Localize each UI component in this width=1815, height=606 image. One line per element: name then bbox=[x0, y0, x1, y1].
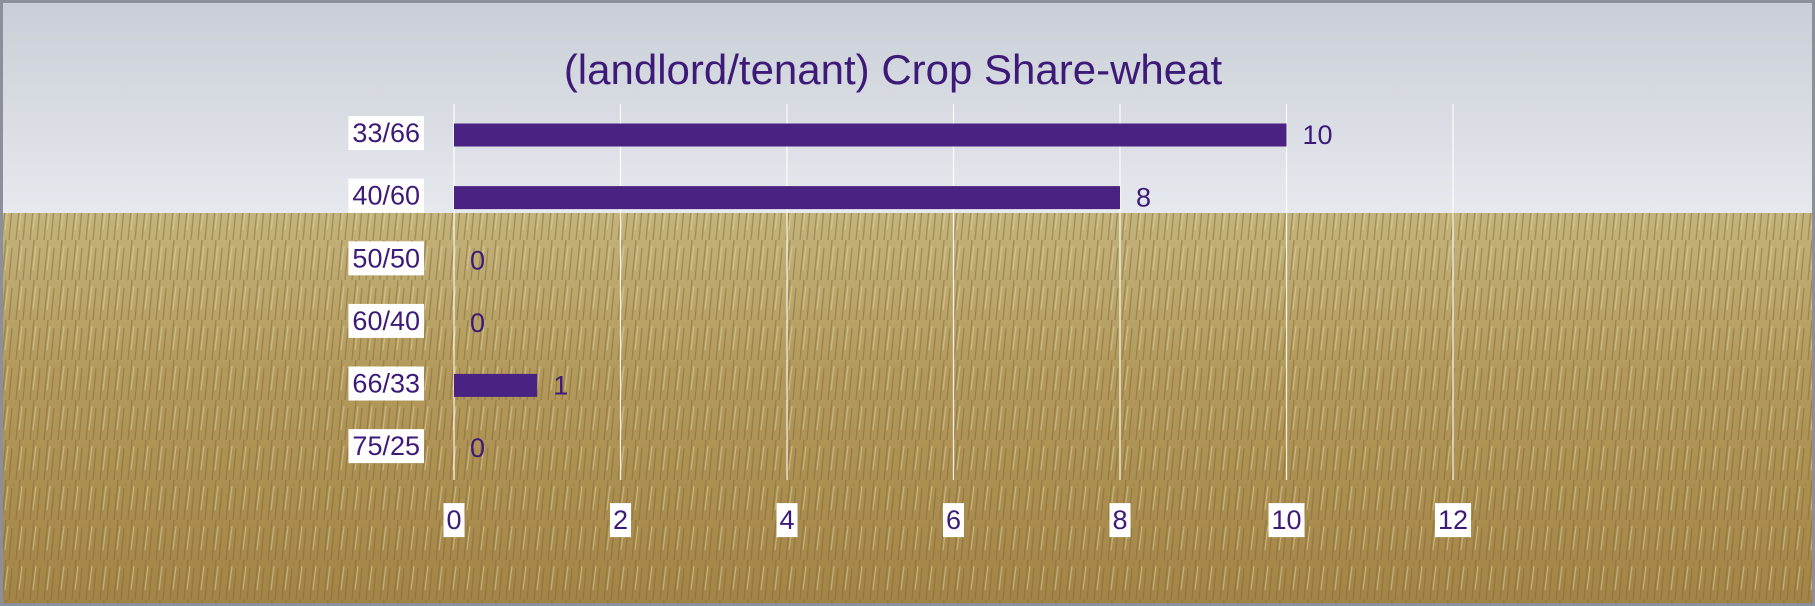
value-label: 8 bbox=[1136, 183, 1151, 213]
value-label: 1 bbox=[553, 371, 568, 401]
x-tick-label: 2 bbox=[613, 505, 628, 535]
x-tick-label: 12 bbox=[1438, 505, 1468, 535]
x-tick-label-box bbox=[443, 503, 465, 538]
x-tick-label-box bbox=[942, 503, 965, 538]
y-tick-label-box bbox=[348, 303, 424, 338]
x-tick-label-box bbox=[1268, 503, 1305, 538]
y-tick-label: 50/50 bbox=[352, 243, 420, 273]
x-tick-label: 0 bbox=[446, 505, 461, 535]
value-label: 0 bbox=[470, 308, 485, 338]
x-tick-label-box bbox=[1434, 503, 1472, 538]
y-tick-label-box bbox=[348, 366, 424, 401]
x-tick-label: 6 bbox=[946, 505, 961, 535]
y-tick-label: 75/25 bbox=[352, 431, 420, 461]
bar bbox=[454, 123, 1287, 147]
value-label: 0 bbox=[470, 245, 485, 275]
x-tick-label: 4 bbox=[779, 505, 794, 535]
chart-title: (landlord/tenant) Crop Share-wheat bbox=[564, 46, 1223, 93]
y-tick-label-box bbox=[348, 116, 424, 151]
y-tick-label: 33/66 bbox=[352, 118, 420, 148]
bar bbox=[454, 373, 538, 397]
wheat-texture bbox=[0, 213, 1815, 606]
y-tick-label-box bbox=[348, 241, 424, 276]
value-label: 0 bbox=[470, 433, 485, 463]
y-tick-label-box bbox=[348, 429, 424, 464]
x-tick-label-box bbox=[1109, 503, 1131, 538]
x-tick-label: 8 bbox=[1112, 505, 1127, 535]
x-tick-label-box bbox=[776, 503, 798, 538]
y-tick-label-box bbox=[348, 178, 424, 213]
x-tick-label-box bbox=[609, 503, 632, 538]
y-tick-label: 66/33 bbox=[352, 369, 420, 399]
value-label: 10 bbox=[1303, 120, 1333, 150]
y-tick-label: 40/60 bbox=[352, 181, 420, 211]
y-tick-label: 60/40 bbox=[352, 306, 420, 336]
bar bbox=[454, 186, 1120, 210]
sky-background bbox=[0, 0, 1815, 215]
x-tick-label: 10 bbox=[1271, 505, 1301, 535]
